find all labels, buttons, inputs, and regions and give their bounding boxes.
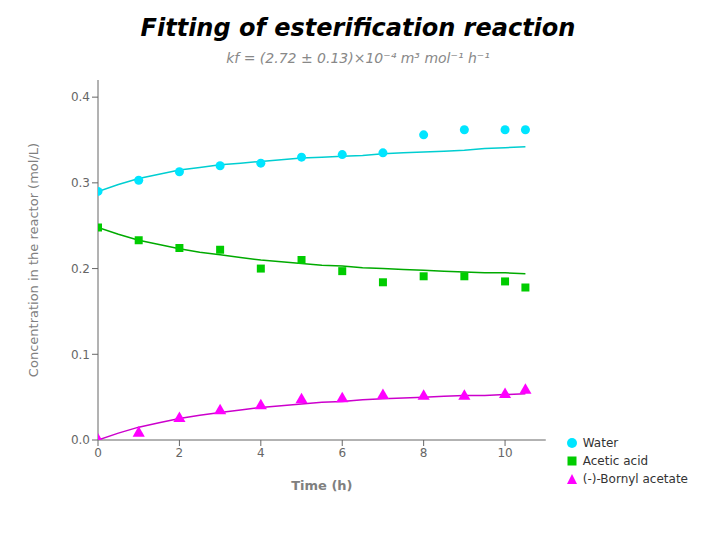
svg-text:0.4: 0.4: [71, 90, 90, 104]
svg-text:4: 4: [257, 446, 265, 460]
svg-text:0: 0: [94, 446, 102, 460]
svg-text:0.1: 0.1: [71, 348, 90, 362]
svg-text:8: 8: [420, 446, 428, 460]
html-text:Acetic acid: Acetic acid: [582, 454, 649, 468]
html-text:(-)-Bornyl acetate: (-)-Bornyl acetate: [582, 472, 688, 486]
svg-text:Time (h): Time (h): [291, 478, 352, 493]
svg-text:0.2: 0.2: [71, 262, 90, 276]
svg-text:0.3: 0.3: [71, 176, 90, 190]
svg-text:2: 2: [176, 446, 184, 460]
html-text:kf = (2.72 ± 0.13)×10⁻⁴ m³ mol: kf = (2.72 ± 0.13)×10⁻⁴ m³ mol⁻¹ h⁻¹: [226, 50, 490, 66]
svg-text:6: 6: [338, 446, 346, 460]
svg-text:0.0: 0.0: [71, 433, 90, 447]
html-text:Water: Water: [582, 436, 619, 450]
svg-text:10: 10: [497, 446, 512, 460]
html-text:Fitting of esterification reac: Fitting of esterification reaction: [140, 14, 576, 42]
svg-text:Concentration in the reactor (: Concentration in the reactor (mol/L): [26, 143, 41, 377]
